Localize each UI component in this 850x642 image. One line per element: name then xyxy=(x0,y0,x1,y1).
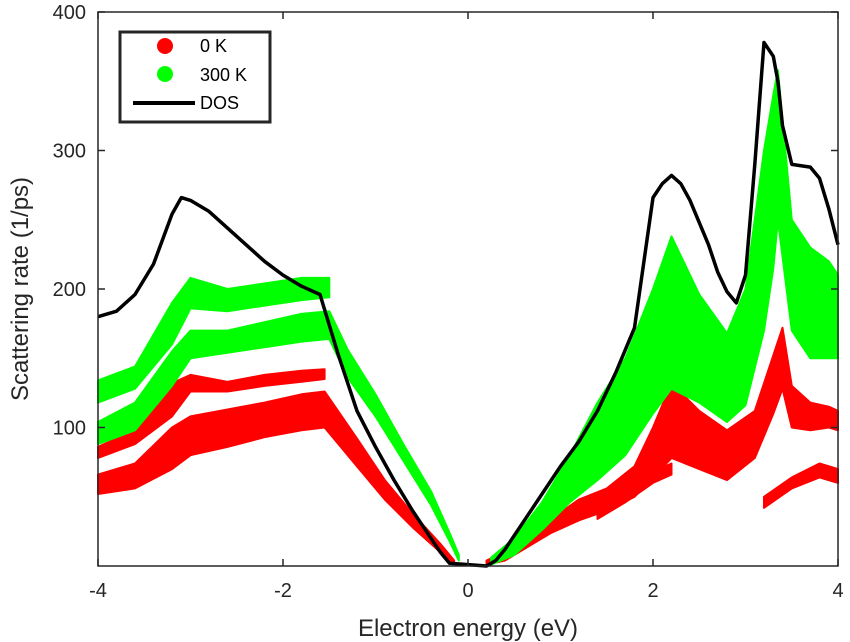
series-0k-band-3 xyxy=(596,462,673,520)
series-0k-band-1 xyxy=(97,368,326,459)
dos-line xyxy=(97,40,840,568)
x-tick-label: -2 xyxy=(274,580,292,602)
legend-marker-0k xyxy=(157,38,173,54)
x-axis-ticks: -4 -2 0 2 4 xyxy=(89,12,844,602)
legend-label-0k: 0 K xyxy=(200,36,227,56)
legend-label-300k: 300 K xyxy=(200,65,247,85)
dos-line-layer xyxy=(97,40,840,568)
y-tick-label: 200 xyxy=(53,279,86,301)
y-tick-label: 100 xyxy=(53,418,86,440)
series-300k-band-1 xyxy=(97,276,331,404)
x-axis-label: Electron energy (eV) xyxy=(358,615,578,642)
y-tick-label: 400 xyxy=(53,2,86,24)
x-tick-label: 0 xyxy=(462,580,473,602)
y-tick-label: 300 xyxy=(53,141,86,163)
x-tick-label: 2 xyxy=(647,580,658,602)
y-axis-label: Scattering rate (1/ps) xyxy=(7,177,34,401)
legend-label-dos: DOS xyxy=(200,93,239,113)
legend-marker-300k xyxy=(157,66,173,82)
legend-box xyxy=(118,30,272,124)
x-tick-label: -4 xyxy=(89,580,107,602)
x-tick-label: 4 xyxy=(832,580,843,602)
series-300k-band-0 xyxy=(97,310,460,562)
legend: 0 K 300 K DOS xyxy=(118,30,272,124)
y-axis-ticks: 100 200 300 400 xyxy=(53,2,838,440)
